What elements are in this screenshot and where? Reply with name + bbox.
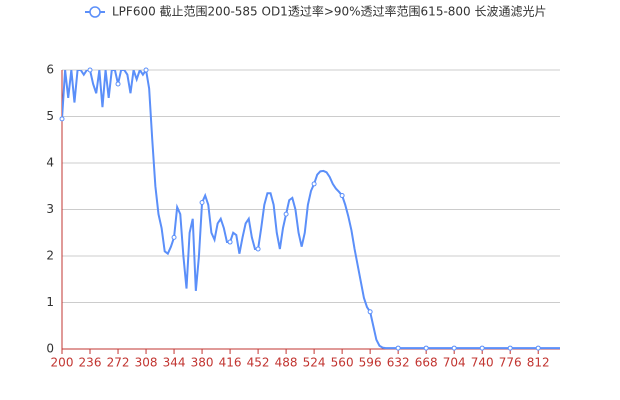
data-point [339,193,345,199]
data-point [395,345,401,351]
x-tick-label: 524 [303,356,326,370]
x-tick-label: 596 [359,356,382,370]
legend[interactable]: LPF600 截止范围200-585 OD1透过率>90%透过率范围615-80… [85,4,547,19]
x-tick-label: 740 [471,356,494,370]
x-tick-label: 668 [415,356,438,370]
x-tick-label: 416 [219,356,242,370]
x-tick-label: 452 [247,356,270,370]
x-tick-label: 200 [51,356,74,370]
data-point [59,116,65,122]
x-tick-label: 812 [527,356,550,370]
x-tick-label: 344 [163,356,186,370]
data-point [311,181,317,187]
legend-label[interactable]: LPF600 截止范围200-585 OD1透过率>90%透过率范围615-80… [112,4,547,19]
y-tick-label: 4 [46,156,54,170]
data-point [423,345,429,351]
y-tick-label: 0 [46,342,54,356]
x-tick-label: 308 [135,356,158,370]
y-tick-label: 2 [46,249,54,263]
legend-symbol [89,6,101,18]
x-tick-label: 488 [275,356,298,370]
data-point [507,345,513,351]
data-point [479,345,485,351]
y-tick-label: 6 [46,63,54,77]
x-tick-label: 632 [387,356,410,370]
data-point [199,200,205,206]
data-point [255,246,261,252]
data-point [115,81,121,87]
x-tick-label: 560 [331,356,354,370]
data-point [143,67,149,73]
y-tick-label: 5 [46,109,54,123]
data-point [535,345,541,351]
x-tick-label: 272 [107,356,130,370]
x-tick-label: 704 [443,356,466,370]
y-tick-label: 3 [46,202,54,216]
x-tick-label: 236 [79,356,102,370]
data-point [87,67,93,73]
x-tick-label: 380 [191,356,214,370]
data-point [283,211,289,217]
data-point [171,234,177,240]
y-tick-label: 1 [46,295,54,309]
data-point [227,239,233,245]
data-point [451,345,457,351]
data-point [367,309,373,315]
x-tick-label: 776 [499,356,522,370]
